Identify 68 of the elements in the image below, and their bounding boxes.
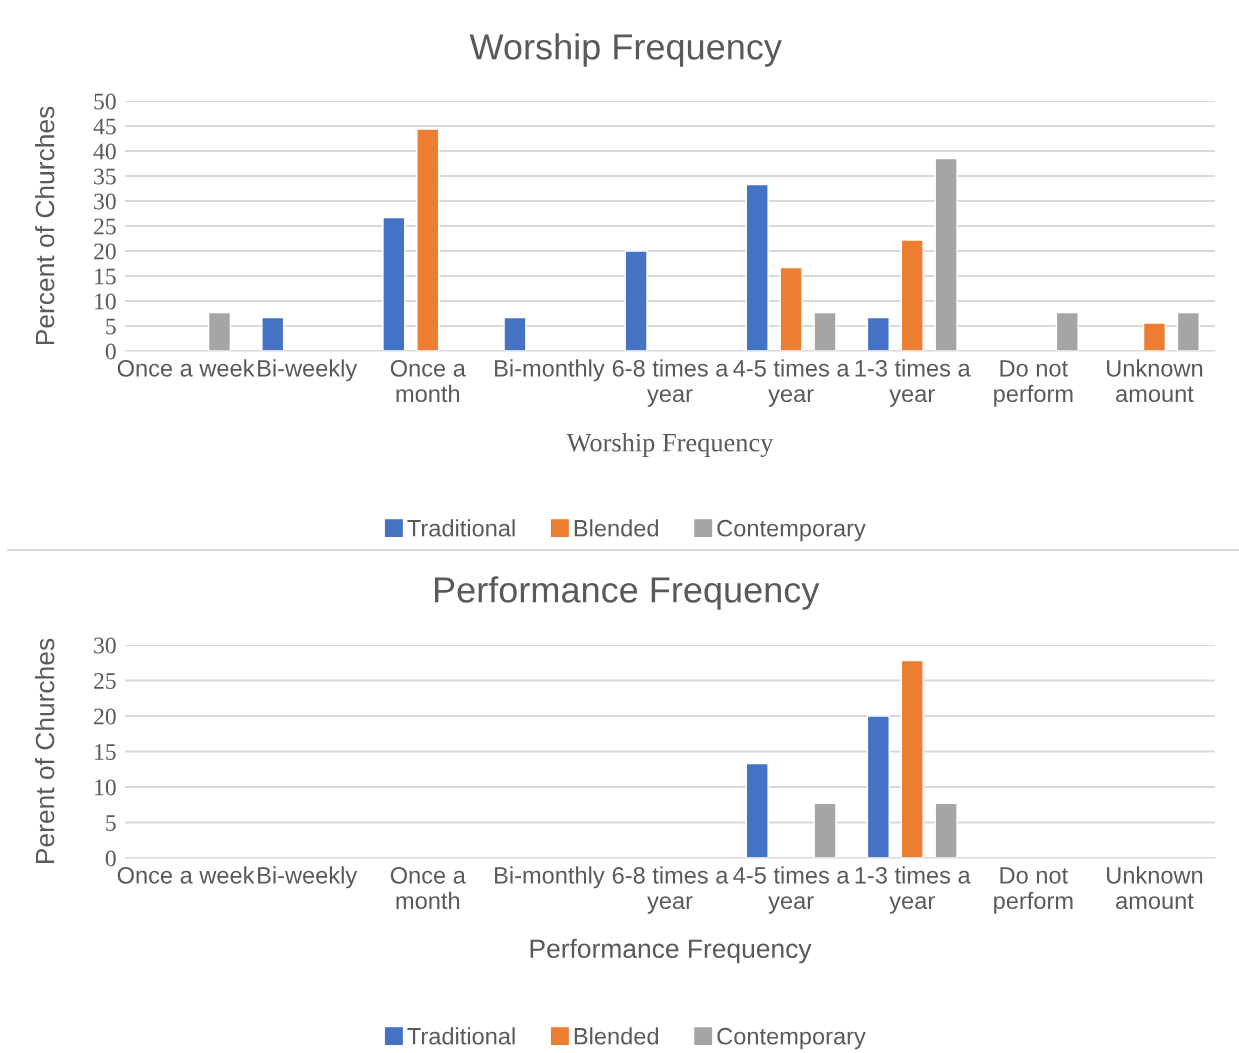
- y-tick-label: 15: [95, 744, 116, 760]
- bar: [207, 311, 232, 351]
- y-tick-label: 10: [95, 293, 116, 310]
- y-tick-label: 5: [106, 318, 116, 335]
- x-tick-label: 4-5 times a year: [733, 866, 850, 914]
- x-tick-label: Once a week: [117, 866, 255, 884]
- bar: [866, 715, 890, 858]
- y-tick-label: 45: [93, 118, 116, 135]
- bar: [745, 183, 769, 351]
- bar: [934, 802, 958, 858]
- x-tick-label: Bi-weekly: [258, 359, 358, 382]
- bar: [382, 216, 406, 351]
- x-tick-label: 4-5 times a year: [733, 359, 850, 407]
- x-tick-label: Once a month: [390, 866, 466, 910]
- bar: [813, 311, 837, 351]
- x-tick-label: 1-3 times a year: [855, 866, 971, 914]
- x-tick-label: 1-3 times a year: [855, 359, 971, 407]
- bar: [416, 128, 440, 351]
- y-tick-label: 20: [94, 243, 116, 260]
- legend-label: Traditional: [407, 519, 515, 537]
- x-tick-label: Bi-weekly: [258, 866, 358, 889]
- bar: [866, 316, 890, 351]
- y-tick-label: 50: [94, 93, 116, 110]
- bar: [745, 762, 769, 858]
- bar: [900, 239, 924, 351]
- x-tick-label: Unknown amount: [1107, 359, 1203, 403]
- y-axis-title: Percent of Churches: [35, 106, 55, 345]
- x-tick-label: Once a month: [390, 359, 466, 403]
- y-tick-label: 0: [105, 850, 116, 867]
- bar: [1142, 322, 1167, 351]
- x-axis-title: Performance Frequency: [530, 938, 812, 964]
- x-tick-label: Do not perform: [994, 360, 1073, 407]
- y-tick-label: 20: [94, 708, 116, 725]
- bar: [1176, 311, 1200, 351]
- y-tick-label: 40: [93, 143, 116, 160]
- bar: [1055, 311, 1079, 351]
- x-tick-label: 6-8 times a year: [612, 866, 729, 914]
- legend-label: Contemporary: [717, 519, 866, 542]
- bar: [934, 157, 958, 351]
- bar: [503, 316, 527, 351]
- y-tick-label: 25: [94, 673, 116, 689]
- x-tick-label: 6-8 times a year: [612, 359, 729, 407]
- x-tick-label: Once a week: [117, 359, 255, 377]
- x-tick-label: Bi-monthly: [495, 866, 605, 889]
- bar: [813, 802, 837, 858]
- y-tick-label: 5: [106, 815, 116, 831]
- y-tick-label: 35: [94, 168, 116, 185]
- y-tick-label: 30: [94, 637, 116, 654]
- chart-title: Performance Frequency: [434, 576, 820, 610]
- y-tick-label: 25: [94, 218, 116, 235]
- y-tick-label: 0: [105, 343, 116, 360]
- x-axis-title: Worship Frequency: [566, 433, 774, 457]
- bar: [261, 316, 285, 351]
- x-tick-label: Unknown amount: [1107, 866, 1203, 910]
- y-tick-label: 15: [95, 268, 116, 285]
- legend-label: Traditional: [407, 1027, 515, 1045]
- y-tick-label: 10: [95, 779, 116, 796]
- bar: [779, 266, 803, 351]
- y-tick-label: 30: [94, 193, 116, 210]
- bar: [900, 659, 924, 858]
- legend-label: Blended: [574, 519, 659, 537]
- legend-label: Blended: [574, 1027, 659, 1045]
- chart-title: Worship Frequency: [469, 33, 782, 67]
- legend-label: Contemporary: [717, 1027, 866, 1050]
- bar: [624, 250, 648, 351]
- x-tick-label: Bi-monthly: [495, 359, 605, 382]
- y-axis-title: Perent of Churches: [35, 638, 55, 864]
- x-tick-label: Do not perform: [994, 867, 1073, 914]
